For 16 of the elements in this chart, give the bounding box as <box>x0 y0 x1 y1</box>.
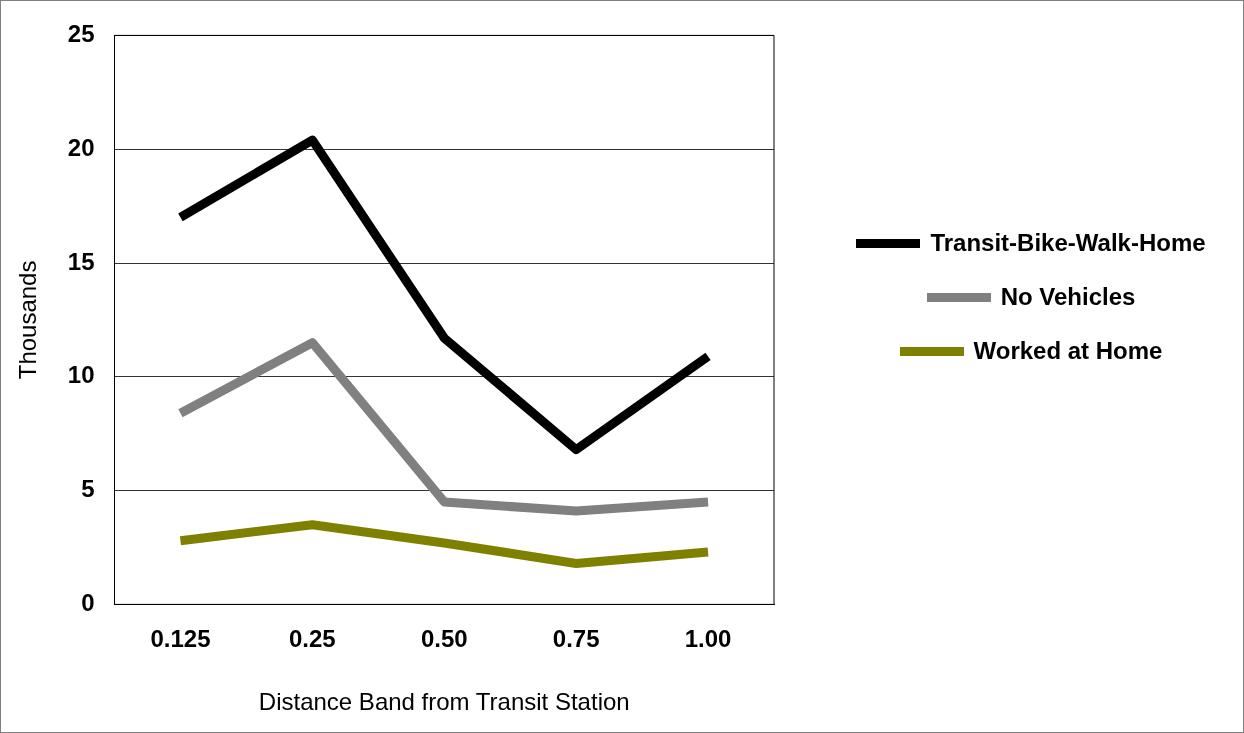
x-tick-label: 0.125 <box>150 625 211 653</box>
y-tick-label: 10 <box>67 361 95 389</box>
y-tick-label: 5 <box>81 475 95 503</box>
legend-label: No Vehicles <box>1000 283 1136 311</box>
legend-label: Worked at Home <box>973 337 1163 365</box>
y-tick-label: 0 <box>81 589 95 617</box>
x-axis-title: Distance Band from Transit Station <box>258 688 630 716</box>
x-tick-label: 0.25 <box>288 625 336 653</box>
y-tick-label: 15 <box>67 247 95 275</box>
y-tick-label: 25 <box>67 20 95 48</box>
x-tick-label: 1.00 <box>684 625 732 653</box>
legend-label: Transit-Bike-Walk-Home <box>930 229 1206 257</box>
x-tick-label: 0.50 <box>420 625 468 653</box>
x-tick-label: 0.75 <box>552 625 600 653</box>
y-axis-title: Thousands <box>14 260 42 380</box>
y-tick-label: 20 <box>67 133 95 161</box>
